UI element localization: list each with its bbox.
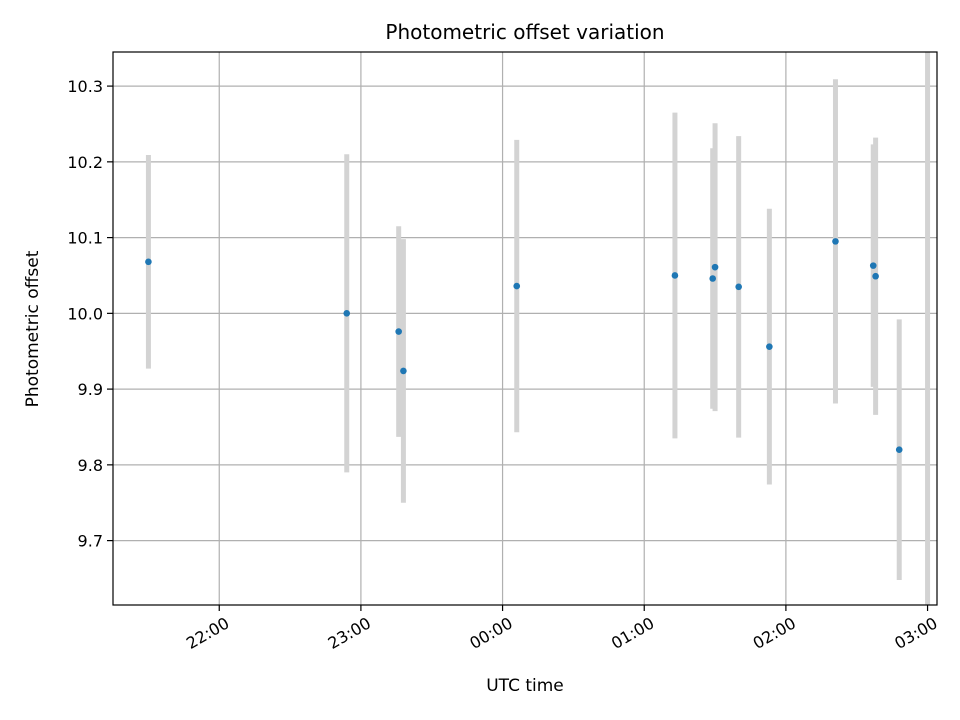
y-tick-label: 10.2 [67, 153, 103, 172]
y-tick-label: 10.3 [67, 77, 103, 96]
data-points [145, 238, 903, 454]
data-point [709, 275, 717, 282]
plot-frame [112, 51, 938, 606]
data-point [832, 238, 839, 245]
data-point [766, 343, 773, 350]
y-tick-label: 10.1 [67, 229, 103, 248]
data-point [513, 282, 521, 290]
data-point [869, 262, 877, 269]
y-tick-label: 9.9 [78, 380, 103, 399]
data-point [895, 446, 903, 454]
chart-title: Photometric offset variation [385, 20, 664, 44]
data-point [735, 283, 742, 291]
y-tick-label: 9.8 [78, 456, 103, 475]
y-axis-ticks: 9.7 9.8 9.9 10.0 10.1 10.2 10.3 [67, 77, 113, 551]
y-tick-label: 9.7 [78, 532, 103, 551]
data-point [400, 367, 407, 375]
data-point [711, 263, 719, 271]
data-point [395, 328, 402, 335]
data-point [671, 272, 679, 279]
data-point [343, 310, 351, 317]
x-axis-label: UTC time [486, 676, 564, 696]
y-axis-label: Photometric offset [23, 250, 43, 407]
y-tick-label: 10.0 [67, 304, 103, 323]
data-point [145, 258, 152, 266]
data-point [872, 272, 879, 280]
